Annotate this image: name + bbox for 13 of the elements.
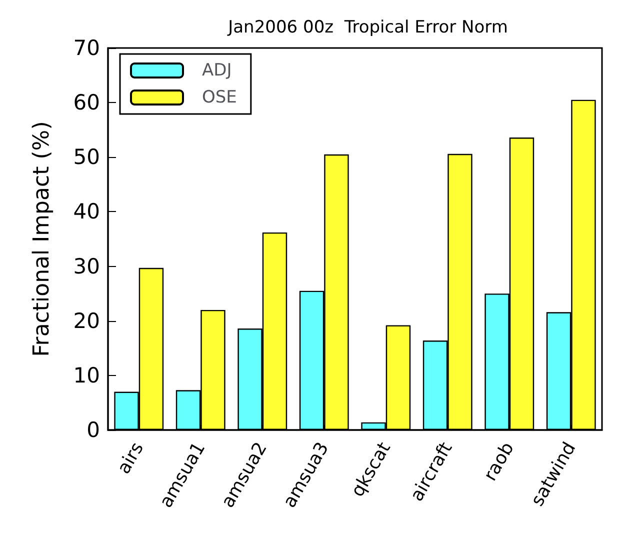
y-tick-label: 20 xyxy=(73,308,100,333)
y-tick-label: 40 xyxy=(73,200,100,224)
y-tick-label: 0 xyxy=(86,418,100,442)
x-tick-label: airs xyxy=(113,438,148,478)
y-axis-title: Fractional Impact (%) xyxy=(30,121,54,357)
y-tick-label: 50 xyxy=(73,145,100,170)
y-tick-label: 10 xyxy=(73,363,100,388)
y-tick-label: 60 xyxy=(73,90,100,115)
legend-label: ADJ xyxy=(202,60,232,80)
chart-title: Jan2006 00z Tropical Error Norm xyxy=(227,18,508,38)
y-tick-label: 70 xyxy=(73,36,100,60)
legend-label: OSE xyxy=(202,88,237,108)
y-tick-label: 30 xyxy=(73,254,100,278)
